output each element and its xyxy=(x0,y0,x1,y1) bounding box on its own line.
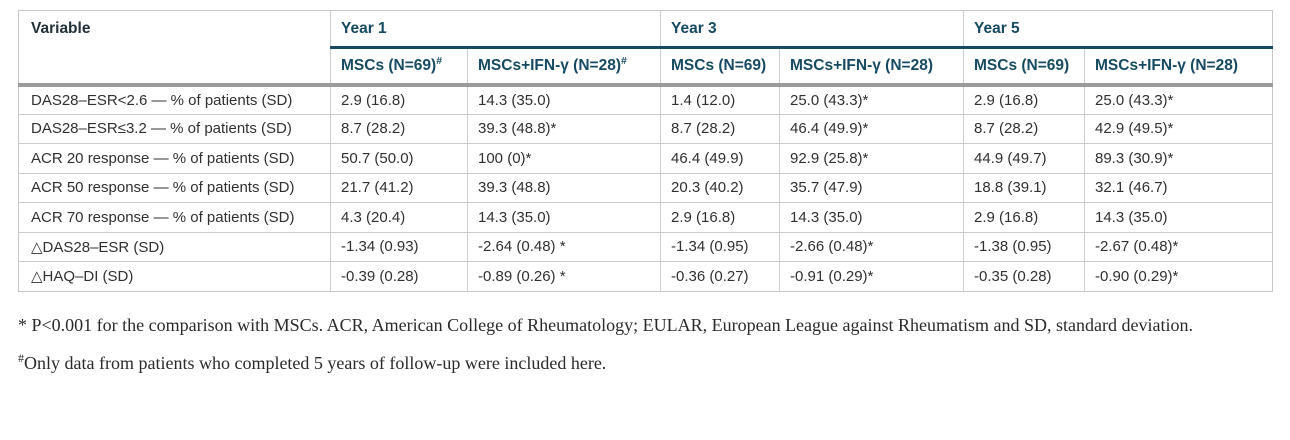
subgroup-header-row: MSCs (N=69)# MSCs+IFN-γ (N=28)# MSCs (N=… xyxy=(19,47,1273,85)
hash-superscript: # xyxy=(18,350,24,365)
column-header-label: MSCs+IFN-γ (N=28) xyxy=(790,56,933,74)
value-cell: 2.9 (16.8) xyxy=(330,82,468,114)
value-cell: -2.66 (0.48)* xyxy=(779,231,964,262)
value-cell: 35.7 (47.9) xyxy=(779,172,964,203)
value-cell: 100 (0)* xyxy=(467,143,661,173)
value-cell: 42.9 (49.5)* xyxy=(1084,113,1273,144)
value-cell: -2.67 (0.48)* xyxy=(1084,231,1273,262)
row-label: △HAQ–DI (SD) xyxy=(18,261,331,291)
table-body: DAS28–ESR<2.6 — % of patients (SD) 2.9 (… xyxy=(18,82,1273,291)
value-cell: 92.9 (25.8)* xyxy=(779,143,964,173)
row-label: ACR 70 response — % of patients (SD) xyxy=(18,202,331,232)
value-cell: 50.7 (50.0) xyxy=(330,143,468,173)
row-label: ACR 50 response — % of patients (SD) xyxy=(18,172,331,203)
value-cell: 20.3 (40.2) xyxy=(660,172,780,203)
column-header-mscs-year1: MSCs (N=69)# xyxy=(330,47,468,85)
table-header: Variable Year 1 Year 3 Year 5 MSCs (N=69… xyxy=(18,10,1273,85)
value-cell: 2.9 (16.8) xyxy=(660,202,780,232)
year-group-header-year5: Year 5 xyxy=(963,10,1273,49)
column-header-mscs-year5: MSCs (N=69) xyxy=(963,47,1085,85)
value-cell: 2.9 (16.8) xyxy=(963,82,1085,114)
row-label: DAS28–ESR≤3.2 — % of patients (SD) xyxy=(18,113,331,144)
value-cell: 8.7 (28.2) xyxy=(660,113,780,144)
value-cell: 8.7 (28.2) xyxy=(330,113,468,144)
column-header-mscs-ifn-year3: MSCs+IFN-γ (N=28) xyxy=(779,47,964,85)
results-table: Variable Year 1 Year 3 Year 5 MSCs (N=69… xyxy=(18,10,1273,292)
value-cell: 14.3 (35.0) xyxy=(779,202,964,232)
column-header-label: MSCs (N=69) xyxy=(341,56,437,74)
value-cell: 4.3 (20.4) xyxy=(330,202,468,232)
table-footnotes: * P<0.001 for the comparison with MSCs. … xyxy=(18,308,1272,380)
column-header-mscs-ifn-year1: MSCs+IFN-γ (N=28)# xyxy=(467,47,661,85)
value-cell: -1.34 (0.95) xyxy=(660,231,780,262)
value-cell: 46.4 (49.9) xyxy=(660,143,780,173)
value-cell: 44.9 (49.7) xyxy=(963,143,1085,173)
value-cell: -2.64 (0.48) * xyxy=(467,231,661,262)
row-label: DAS28–ESR<2.6 — % of patients (SD) xyxy=(18,82,331,114)
year-header-row: Variable Year 1 Year 3 Year 5 xyxy=(18,10,1273,85)
column-header-label: MSCs (N=69) xyxy=(671,56,767,74)
table-row: △HAQ–DI (SD) -0.39 (0.28) -0.89 (0.26) *… xyxy=(18,261,1273,291)
value-cell: 21.7 (41.2) xyxy=(330,172,468,203)
value-cell: -1.34 (0.93) xyxy=(330,231,468,262)
value-cell: -1.38 (0.95) xyxy=(963,231,1085,262)
value-cell: -0.36 (0.27) xyxy=(660,261,780,291)
value-cell: 14.3 (35.0) xyxy=(467,202,661,232)
value-cell: -0.39 (0.28) xyxy=(330,261,468,291)
column-header-label: MSCs (N=69) xyxy=(974,56,1070,74)
column-header-label: MSCs+IFN-γ (N=28) xyxy=(1095,56,1238,74)
value-cell: 14.3 (35.0) xyxy=(1084,202,1273,232)
value-cell: 1.4 (12.0) xyxy=(660,82,780,114)
value-cell: 18.8 (39.1) xyxy=(963,172,1085,203)
value-cell: 32.1 (46.7) xyxy=(1084,172,1273,203)
value-cell: 14.3 (35.0) xyxy=(467,82,661,114)
value-cell: 89.3 (30.9)* xyxy=(1084,143,1273,173)
table-row: ACR 50 response — % of patients (SD) 21.… xyxy=(18,172,1273,203)
footnote-significance: * P<0.001 for the comparison with MSCs. … xyxy=(18,314,1193,335)
value-cell: 25.0 (43.3)* xyxy=(779,82,964,114)
column-header-mscs-year3: MSCs (N=69) xyxy=(660,47,780,85)
value-cell: -0.91 (0.29)* xyxy=(779,261,964,291)
row-label: ACR 20 response — % of patients (SD) xyxy=(18,143,331,173)
table-row: DAS28–ESR≤3.2 — % of patients (SD) 8.7 (… xyxy=(18,113,1273,144)
value-cell: 46.4 (49.9)* xyxy=(779,113,964,144)
value-cell: -0.89 (0.26) * xyxy=(467,261,661,291)
hash-superscript: # xyxy=(436,54,443,67)
value-cell: 39.3 (48.8)* xyxy=(467,113,661,144)
column-header-variable: Variable xyxy=(18,10,331,85)
value-cell: 2.9 (16.8) xyxy=(963,202,1085,232)
value-cell: -0.35 (0.28) xyxy=(963,261,1085,291)
column-header-mscs-ifn-year5: MSCs+IFN-γ (N=28) xyxy=(1084,47,1273,85)
table-row: △DAS28–ESR (SD) -1.34 (0.93) -2.64 (0.48… xyxy=(18,231,1273,262)
value-cell: 8.7 (28.2) xyxy=(963,113,1085,144)
table-row: ACR 70 response — % of patients (SD) 4.3… xyxy=(18,202,1273,232)
hash-superscript: # xyxy=(620,54,627,67)
footnote-inclusion-text: Only data from patients who completed 5 … xyxy=(24,352,607,373)
year-group-header-year3: Year 3 xyxy=(660,10,964,49)
value-cell: 25.0 (43.3)* xyxy=(1084,82,1273,114)
table-row: ACR 20 response — % of patients (SD) 50.… xyxy=(18,143,1273,173)
value-cell: -0.90 (0.29)* xyxy=(1084,261,1273,291)
year-group-header-year1: Year 1 xyxy=(330,10,661,49)
row-label: △DAS28–ESR (SD) xyxy=(18,231,331,262)
footnote-inclusion: #Only data from patients who completed 5… xyxy=(18,346,1272,380)
value-cell: 39.3 (48.8) xyxy=(467,172,661,203)
table-row: DAS28–ESR<2.6 — % of patients (SD) 2.9 (… xyxy=(18,82,1273,114)
column-header-label: MSCs+IFN-γ (N=28) xyxy=(478,56,621,74)
